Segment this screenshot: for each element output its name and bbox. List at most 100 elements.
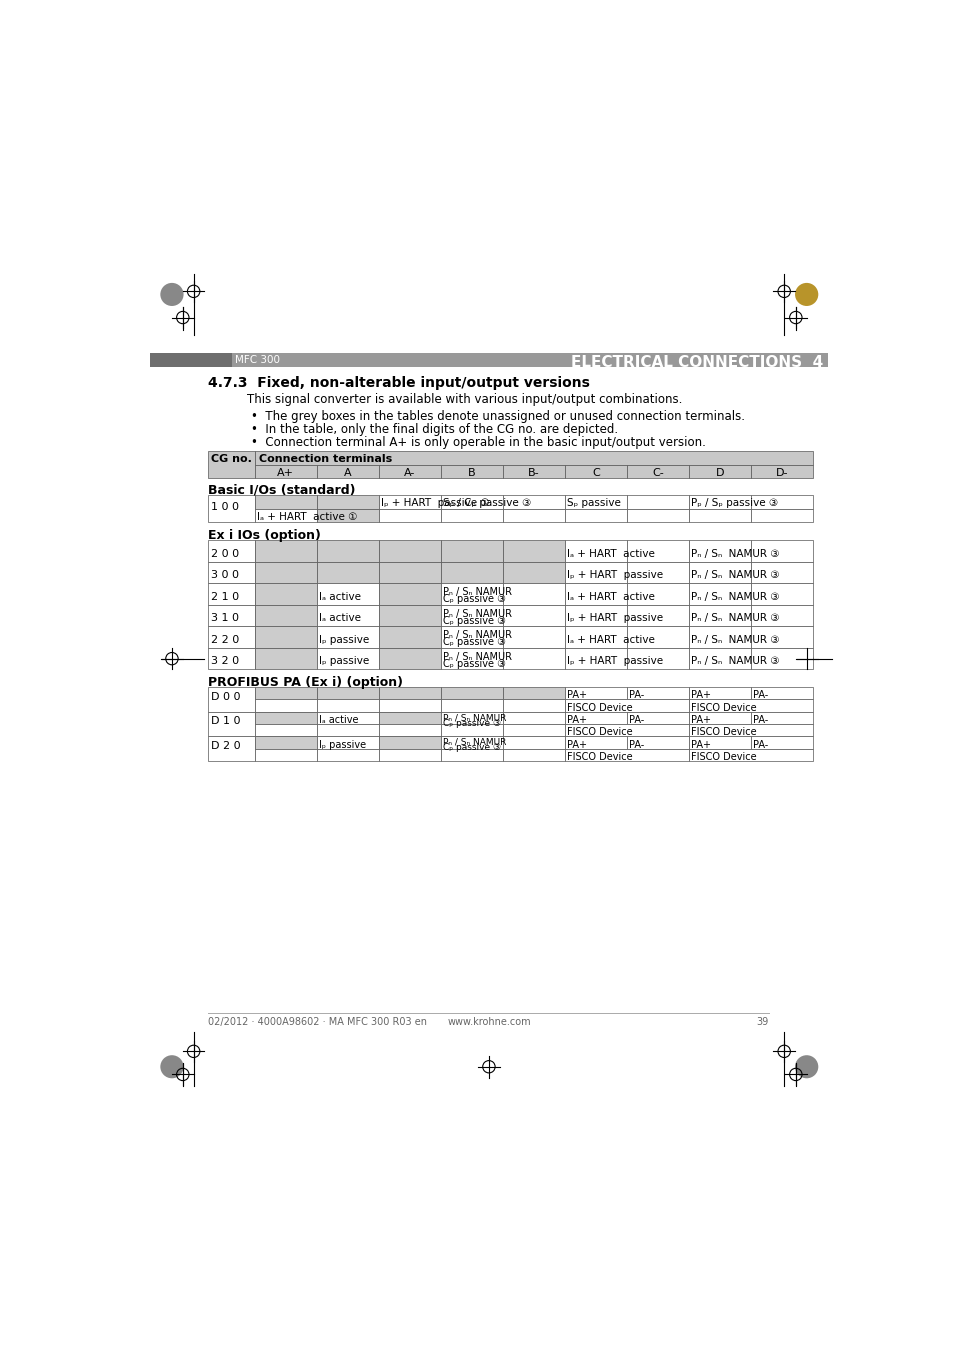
- Bar: [254, 711, 316, 724]
- Bar: [254, 626, 316, 648]
- Bar: [750, 687, 812, 699]
- Text: Sₚ / Cₚ passive ③: Sₚ / Cₚ passive ③: [443, 498, 531, 508]
- Text: 2 1 0: 2 1 0: [211, 591, 238, 602]
- Text: CG no.: CG no.: [211, 454, 252, 464]
- Text: Iₚ + HART  passive: Iₚ + HART passive: [567, 656, 662, 667]
- Bar: [502, 464, 564, 478]
- Bar: [502, 494, 564, 509]
- Text: Pₙ / Sₙ NAMUR: Pₙ / Sₙ NAMUR: [443, 713, 506, 722]
- Text: PA+: PA+: [567, 690, 587, 701]
- Bar: [502, 626, 564, 648]
- Bar: [378, 540, 440, 562]
- Text: PA+: PA+: [691, 690, 710, 701]
- Bar: [750, 736, 812, 749]
- Bar: [502, 562, 564, 583]
- Bar: [440, 464, 502, 478]
- Circle shape: [160, 1056, 183, 1079]
- Bar: [564, 562, 626, 583]
- Bar: [502, 648, 564, 670]
- Text: D 0 0: D 0 0: [211, 691, 240, 702]
- Bar: [378, 724, 440, 736]
- Bar: [750, 648, 812, 670]
- Text: FISCO Device: FISCO Device: [691, 752, 756, 761]
- Bar: [750, 605, 812, 626]
- Circle shape: [794, 1056, 818, 1079]
- Text: Connection terminals: Connection terminals: [258, 454, 392, 464]
- Bar: [688, 509, 750, 522]
- Text: Iₚ + HART  passive: Iₚ + HART passive: [567, 613, 662, 624]
- Text: 2 2 0: 2 2 0: [211, 634, 238, 645]
- Text: Pₙ / Sₙ NAMUR: Pₙ / Sₙ NAMUR: [443, 609, 512, 618]
- Text: Pₙ / Sₙ NAMUR: Pₙ / Sₙ NAMUR: [443, 630, 512, 640]
- Bar: [502, 711, 564, 724]
- Bar: [254, 451, 812, 464]
- Text: PA+: PA+: [567, 716, 587, 725]
- Bar: [378, 687, 440, 699]
- Bar: [440, 711, 502, 724]
- Bar: [750, 583, 812, 605]
- Text: PA-: PA-: [753, 740, 768, 749]
- Bar: [208, 451, 254, 478]
- Text: Pₙ / Sₙ NAMUR: Pₙ / Sₙ NAMUR: [443, 652, 512, 662]
- Bar: [502, 724, 564, 736]
- Bar: [254, 687, 316, 699]
- Text: D-: D-: [775, 467, 787, 478]
- Bar: [502, 583, 564, 605]
- Bar: [564, 699, 688, 711]
- Text: FISCO Device: FISCO Device: [567, 728, 632, 737]
- Text: 3 0 0: 3 0 0: [211, 570, 238, 580]
- Bar: [502, 605, 564, 626]
- Bar: [750, 464, 812, 478]
- Bar: [626, 605, 688, 626]
- Text: FISCO Device: FISCO Device: [567, 702, 632, 713]
- Bar: [688, 699, 812, 711]
- Bar: [254, 699, 316, 711]
- Text: Cₚ passive ③: Cₚ passive ③: [443, 718, 500, 728]
- Text: Basic I/Os (standard): Basic I/Os (standard): [208, 483, 355, 495]
- Bar: [440, 540, 502, 562]
- Bar: [688, 464, 750, 478]
- Bar: [254, 464, 316, 478]
- Text: C: C: [592, 467, 599, 478]
- Text: This signal converter is available with various input/output combinations.: This signal converter is available with …: [247, 393, 681, 406]
- Bar: [688, 749, 812, 761]
- Bar: [440, 648, 502, 670]
- Text: PA-: PA-: [629, 740, 644, 749]
- Bar: [440, 736, 502, 749]
- Bar: [316, 699, 378, 711]
- Bar: [564, 509, 626, 522]
- Text: 2 0 0: 2 0 0: [211, 548, 238, 559]
- Text: Iₐ + HART  active: Iₐ + HART active: [567, 591, 655, 602]
- Text: Ex i IOs (option): Ex i IOs (option): [208, 528, 321, 541]
- Bar: [254, 749, 316, 761]
- Bar: [626, 736, 688, 749]
- Text: Cₚ passive ③: Cₚ passive ③: [443, 637, 505, 647]
- Bar: [208, 583, 254, 605]
- Text: Iₐ active: Iₐ active: [319, 591, 361, 602]
- Bar: [316, 749, 378, 761]
- Bar: [750, 494, 812, 509]
- Bar: [316, 494, 378, 509]
- Text: Pₙ / Sₙ  NAMUR ③: Pₙ / Sₙ NAMUR ③: [691, 656, 779, 667]
- Text: Iₚ passive: Iₚ passive: [319, 656, 369, 667]
- Text: Cₚ passive ③: Cₚ passive ③: [443, 744, 500, 752]
- Text: ELECTRICAL CONNECTIONS  4: ELECTRICAL CONNECTIONS 4: [570, 355, 822, 370]
- Text: PA+: PA+: [567, 740, 587, 749]
- Bar: [564, 626, 626, 648]
- Bar: [688, 724, 812, 736]
- Bar: [254, 494, 316, 509]
- Text: Pₙ / Sₙ  NAMUR ③: Pₙ / Sₙ NAMUR ③: [691, 548, 779, 559]
- Text: PA+: PA+: [691, 716, 710, 725]
- Bar: [316, 464, 378, 478]
- Bar: [440, 583, 502, 605]
- Bar: [688, 736, 750, 749]
- Bar: [626, 687, 688, 699]
- Text: C-: C-: [651, 467, 663, 478]
- Text: Pₙ / Sₙ NAMUR: Pₙ / Sₙ NAMUR: [443, 738, 506, 747]
- Text: Iₐ active: Iₐ active: [319, 716, 358, 725]
- Text: Cₚ passive ③: Cₚ passive ③: [443, 616, 505, 625]
- Circle shape: [794, 284, 818, 306]
- Bar: [564, 724, 688, 736]
- Text: Pₙ / Sₙ  NAMUR ③: Pₙ / Sₙ NAMUR ③: [691, 634, 779, 645]
- Bar: [316, 626, 378, 648]
